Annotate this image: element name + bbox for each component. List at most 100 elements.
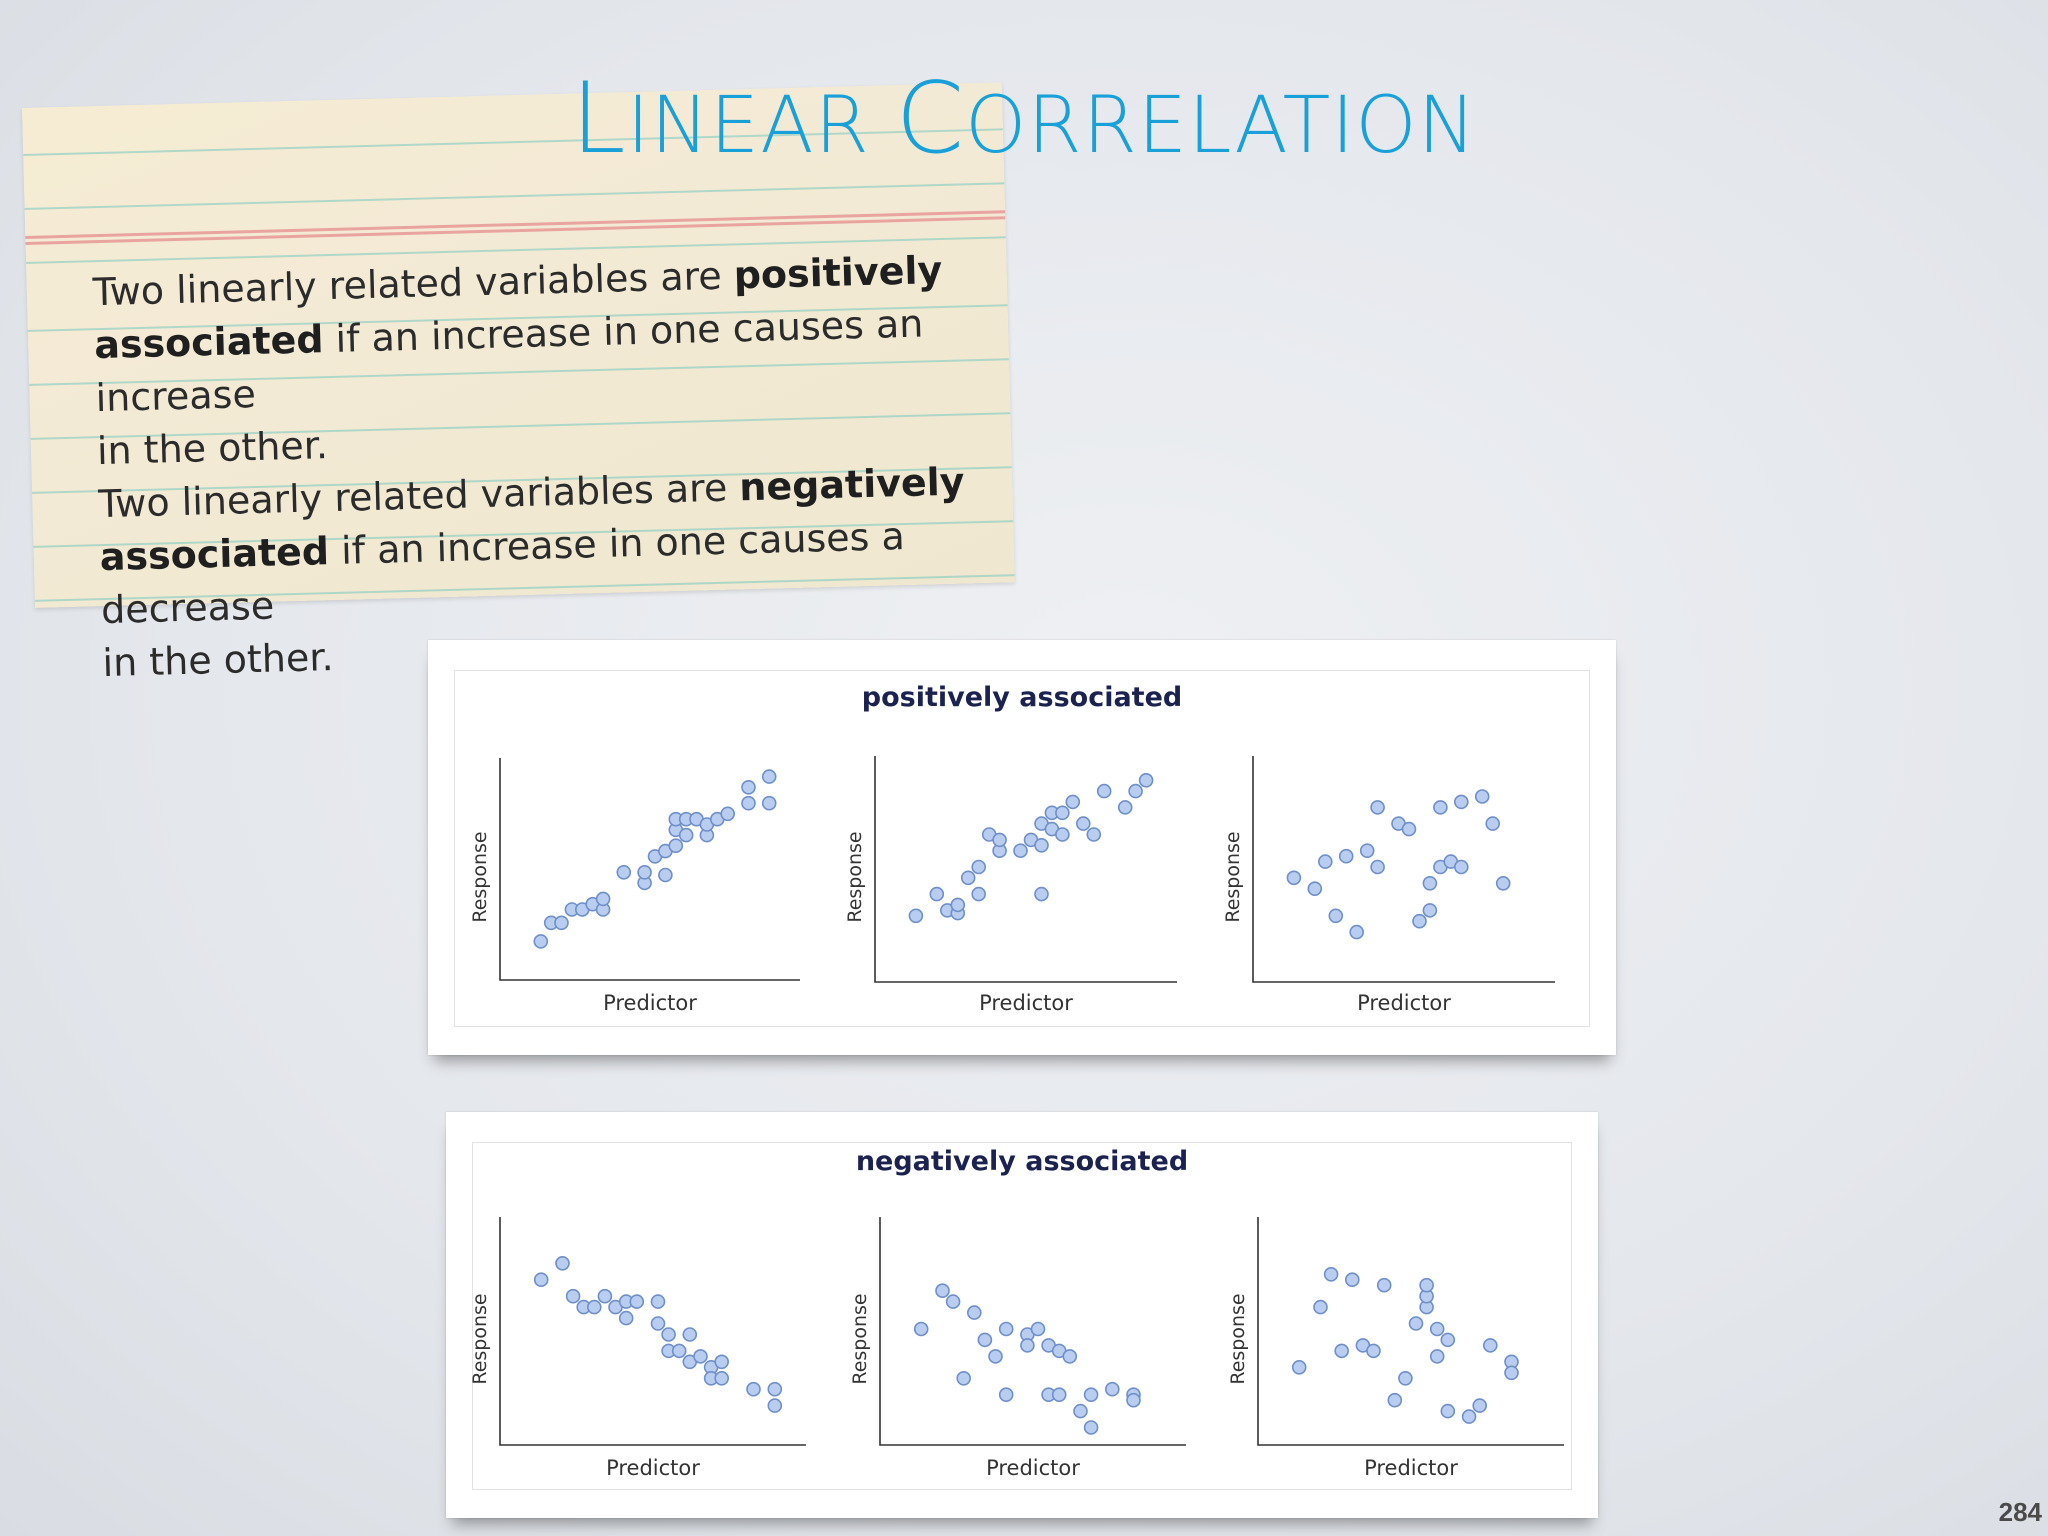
data-point <box>998 1387 1014 1403</box>
title-cap-2: C <box>895 62 965 176</box>
data-point <box>1075 816 1091 831</box>
data-point <box>1504 1365 1519 1381</box>
plot-axes <box>879 1217 1186 1446</box>
data-point <box>1483 1338 1498 1353</box>
data-point <box>1291 1360 1307 1375</box>
data-point <box>1328 908 1344 924</box>
data-point <box>1440 1403 1456 1419</box>
title-rest-1: INEAR <box>626 81 896 171</box>
data-point <box>1349 924 1365 940</box>
data-point <box>1317 854 1333 869</box>
data-point <box>977 1332 993 1348</box>
chart-title: positively associated <box>861 682 1183 713</box>
data-point <box>1408 1316 1424 1331</box>
data-point <box>1398 1370 1413 1386</box>
data-point <box>950 897 966 913</box>
data-point <box>629 1294 645 1309</box>
data-point <box>767 1398 783 1413</box>
data-point <box>1370 859 1385 875</box>
y-axis-label: Response <box>469 831 491 922</box>
data-point <box>1138 773 1154 788</box>
data-point <box>1429 1321 1445 1337</box>
data-point <box>1422 903 1438 918</box>
data-point <box>1401 821 1417 837</box>
title-rest-2: ORRELATION <box>965 81 1478 171</box>
data-point <box>533 1272 549 1287</box>
data-point <box>1126 1392 1141 1408</box>
chart-title: negatively associated <box>855 1146 1189 1177</box>
text-span: in the other. <box>96 423 329 474</box>
data-point <box>1359 843 1375 858</box>
data-point <box>1454 794 1469 810</box>
data-point <box>533 934 549 949</box>
data-point <box>945 1294 961 1309</box>
data-point <box>1313 1299 1328 1315</box>
data-point <box>1096 783 1112 799</box>
data-point <box>1419 1277 1434 1293</box>
data-point <box>1472 1398 1487 1413</box>
data-point <box>555 1256 570 1271</box>
data-point <box>1083 1387 1099 1403</box>
definition-text: Two linearly related variables are posit… <box>92 243 1003 690</box>
data-point <box>966 1305 982 1320</box>
x-axis-label: Predictor <box>1357 991 1451 1015</box>
keyword-positively: positively <box>733 247 943 298</box>
data-point <box>668 838 684 853</box>
text-span: in the other. <box>101 635 335 686</box>
x-axis-label: Predictor <box>1364 1456 1458 1480</box>
data-point <box>956 1370 972 1386</box>
data-point <box>1412 913 1427 929</box>
data-point <box>767 1381 783 1397</box>
data-point <box>960 870 976 886</box>
x-axis-label: Predictor <box>979 991 1073 1015</box>
positive-scatter-plots: Predictor Response Predictor Response Predic… <box>469 756 1555 1015</box>
data-point <box>597 1288 613 1304</box>
plot-axes <box>874 756 1177 983</box>
data-point <box>988 1349 1003 1364</box>
data-point <box>618 1310 634 1326</box>
data-point <box>929 886 945 902</box>
data-point <box>1429 1349 1445 1364</box>
y-axis-label: Response <box>1227 1293 1249 1384</box>
data-point <box>1433 800 1448 815</box>
data-point <box>1065 794 1081 810</box>
data-point <box>714 1370 730 1386</box>
data-point <box>671 1343 687 1359</box>
panel-border <box>472 1142 1572 1490</box>
data-point <box>1055 805 1070 821</box>
y-axis-label: Response <box>844 831 866 922</box>
data-point <box>761 795 777 811</box>
data-point <box>1083 1420 1099 1435</box>
data-point <box>935 1283 950 1298</box>
data-point <box>1307 881 1323 896</box>
card-red-line <box>25 210 1006 239</box>
keyword-associated: associated <box>99 529 330 580</box>
positive-chart-panel: positively associated Predictor Response P… <box>428 640 1616 1055</box>
text-span: Two linearly related variables are <box>92 253 735 315</box>
data-point <box>971 859 987 875</box>
negative-scatter-plots: Predictor Response Predictor Response Predic… <box>469 1217 1564 1480</box>
data-point <box>1422 876 1438 891</box>
data-point <box>1051 1387 1067 1403</box>
data-point <box>1062 1349 1078 1364</box>
data-point <box>1034 886 1049 902</box>
data-point <box>1034 838 1049 853</box>
data-point <box>1387 1392 1403 1408</box>
title-cap-1: L <box>570 62 627 176</box>
data-point <box>1030 1321 1046 1337</box>
data-point <box>1485 816 1500 831</box>
data-point <box>1370 800 1385 815</box>
data-point <box>1366 1343 1381 1359</box>
data-point <box>1073 1403 1088 1419</box>
data-point <box>1334 1343 1350 1359</box>
data-point <box>678 827 694 843</box>
data-point <box>1495 876 1511 891</box>
data-point <box>1474 789 1490 804</box>
plot-axes <box>1257 1217 1564 1446</box>
panel-border <box>454 670 1590 1027</box>
data-point <box>650 1316 666 1331</box>
data-point <box>565 1288 581 1304</box>
data-point <box>1344 1272 1360 1287</box>
data-point <box>1055 827 1070 842</box>
y-axis-label: Response <box>469 1293 491 1384</box>
